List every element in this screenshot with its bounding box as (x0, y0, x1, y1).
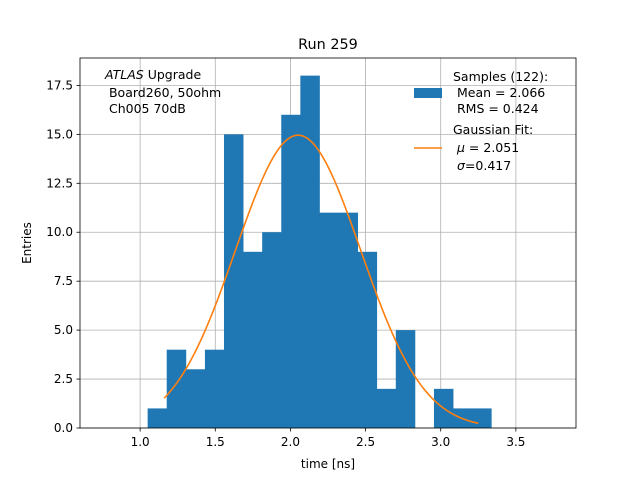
atlas-annotation: ATLAS Upgrade Board260, 50ohm Ch005 70dB (104, 67, 221, 116)
x-tick-label: 2.5 (356, 435, 375, 449)
y-tick-label: 2.5 (54, 372, 73, 386)
legend-fit-title: Gaussian Fit: (453, 122, 533, 137)
gaussian-fit (163, 134, 479, 425)
y-tick-label: 0.0 (54, 421, 73, 435)
y-tick-label: 10.0 (46, 225, 73, 239)
upgrade-label: Upgrade (144, 67, 202, 82)
histogram-bar (472, 408, 492, 428)
histogram-bar (300, 75, 320, 428)
histogram-bar (376, 388, 397, 428)
legend-fit-mu: μ = 2.051 (456, 140, 519, 155)
histogram-bar (223, 134, 244, 428)
annotation-line-3: Ch005 70dB (105, 101, 186, 116)
histogram-bar (395, 330, 416, 428)
legend-fit-sigma: σ=0.417 (457, 158, 511, 173)
y-tick-label: 7.5 (54, 274, 73, 288)
x-axis-label: time [ns] (301, 457, 355, 471)
y-axis-label: Entries (20, 222, 34, 264)
chart-title: Run 259 (298, 37, 358, 53)
y-tick-label: 5.0 (54, 323, 73, 337)
histogram-bar (338, 212, 359, 428)
histogram-bar (262, 232, 282, 428)
x-tick-label: 1.5 (206, 435, 225, 449)
y-tick-label: 17.5 (46, 78, 73, 92)
x-tick-label: 2.0 (281, 435, 300, 449)
atlas-label: ATLAS (104, 67, 144, 82)
histogram-bar (204, 349, 225, 428)
gaussian-fit-curve (163, 134, 479, 425)
legend: Samples (122): Mean = 2.066 RMS = 0.424 … (414, 69, 548, 173)
y-axis-ticks: 0.0 2.5 5.0 7.5 10.0 12.5 15.0 17.5 (46, 78, 80, 435)
legend-histogram-swatch (414, 88, 442, 98)
mu-value: = 2.051 (465, 140, 519, 155)
histogram-bar (281, 114, 301, 428)
legend-histogram-line-1: Samples (122): (453, 69, 548, 84)
plot-frame (79, 57, 577, 429)
annotation-line-1: ATLAS Upgrade (104, 67, 201, 82)
sigma-value: =0.417 (465, 158, 511, 173)
annotation-line-2: Board260, 50ohm (105, 85, 221, 100)
x-axis-ticks: 1.0 1.5 2.0 2.5 3.0 3.5 (131, 428, 525, 449)
histogram-bars (147, 75, 492, 428)
histogram-bar (166, 349, 187, 428)
x-tick-label: 3.5 (506, 435, 525, 449)
mu-symbol: μ (456, 140, 465, 155)
y-tick-label: 12.5 (46, 176, 73, 190)
histogram-bar (147, 408, 168, 428)
histogram-bar (319, 212, 339, 428)
legend-histogram-line-2: Mean = 2.066 (453, 85, 545, 100)
legend-histogram-line-3: RMS = 0.424 (453, 101, 539, 116)
histogram-bar (357, 251, 378, 428)
sigma-symbol: σ (457, 158, 466, 173)
x-tick-label: 1.0 (131, 435, 150, 449)
histogram-bar (185, 369, 206, 428)
histogram-bar (243, 251, 263, 428)
x-tick-label: 3.0 (431, 435, 450, 449)
y-tick-label: 15.0 (46, 127, 73, 141)
